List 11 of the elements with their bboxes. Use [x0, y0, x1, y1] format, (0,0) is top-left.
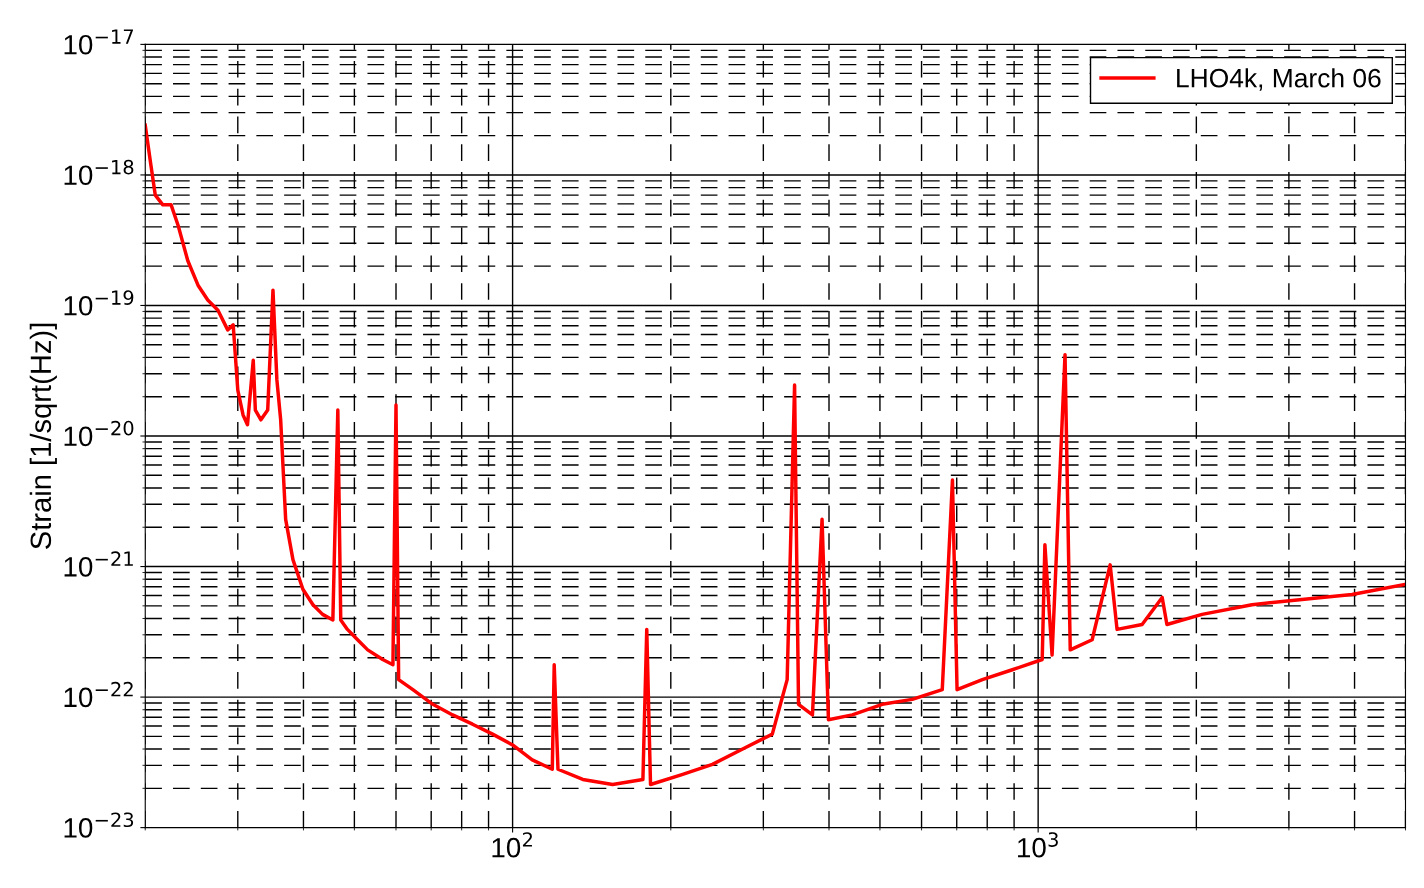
- y-axis-title: Strain [1/sqrt(Hz)]: [29, 323, 57, 549]
- y-tick-label: 10$^{−21}$: [64, 551, 133, 577]
- y-tick-label: 10$^{−22}$: [64, 681, 133, 708]
- legend-label: LHO4k, March 06: [1177, 68, 1381, 91]
- y-tick-label: 10$^{−17}$: [64, 29, 134, 55]
- y-tick-label: 10$^{−18}$: [64, 159, 134, 186]
- y-tick-label: 10$^{−23}$: [64, 812, 134, 838]
- y-tick-label: 10$^{−19}$: [64, 290, 134, 316]
- y-tick-label: 10$^{−20}$: [64, 420, 134, 447]
- x-tick-label: 10$^{2}$: [492, 832, 532, 858]
- x-tick-label: 10$^{3}$: [1018, 832, 1058, 858]
